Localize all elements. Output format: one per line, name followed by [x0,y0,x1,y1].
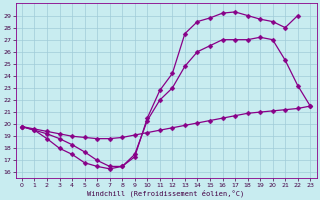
X-axis label: Windchill (Refroidissement éolien,°C): Windchill (Refroidissement éolien,°C) [87,189,245,197]
